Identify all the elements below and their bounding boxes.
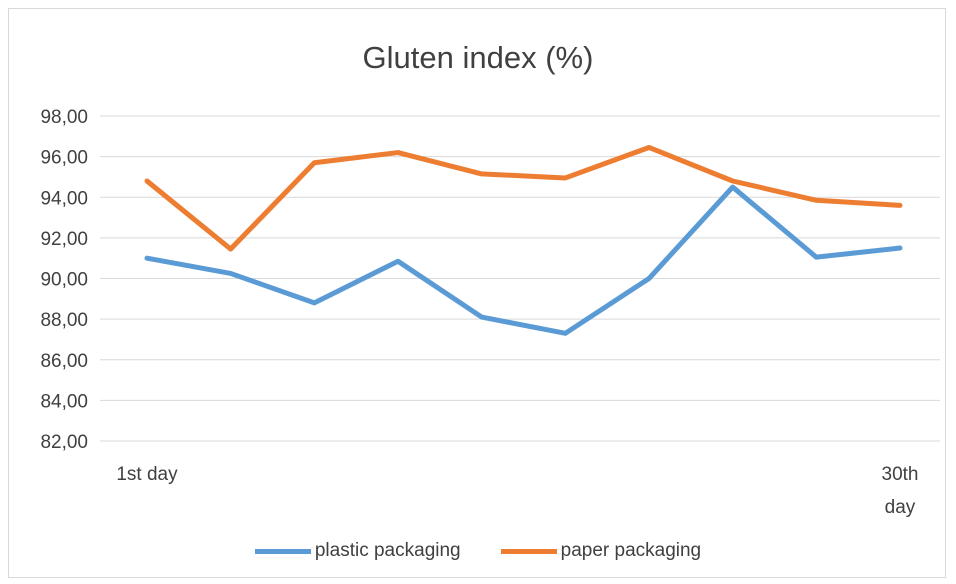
legend-label-plastic: plastic packaging	[314, 540, 461, 561]
x-tick-label-last: day	[885, 497, 916, 518]
y-tick-label: 88,00	[40, 310, 88, 331]
series-line-plastic	[144, 184, 903, 336]
x-tick-label-first: 1st day	[116, 464, 178, 485]
y-tick-label: 94,00	[40, 188, 88, 209]
chart-frame	[8, 8, 946, 578]
series-line-paper	[144, 144, 903, 252]
y-tick-label: 92,00	[40, 229, 88, 250]
x-tick-label-last: 30th	[882, 464, 919, 485]
y-tick-label: 84,00	[40, 391, 88, 412]
chart-title: Gluten index (%)	[362, 40, 594, 75]
y-tick-label: 86,00	[40, 351, 88, 372]
legend-item-paper: paper packaging	[500, 540, 702, 562]
legend-item-plastic: plastic packaging	[254, 540, 461, 562]
y-tick-label: 96,00	[40, 148, 88, 169]
y-tick-label: 98,00	[40, 107, 88, 128]
legend-label-paper: paper packaging	[560, 540, 702, 561]
legend-swatch-plastic	[254, 548, 311, 554]
y-tick-label: 90,00	[40, 270, 88, 291]
chart-legend: plastic packaging paper packaging	[0, 540, 956, 562]
y-tick-label: 82,00	[40, 432, 88, 453]
legend-swatch-paper	[500, 548, 557, 554]
